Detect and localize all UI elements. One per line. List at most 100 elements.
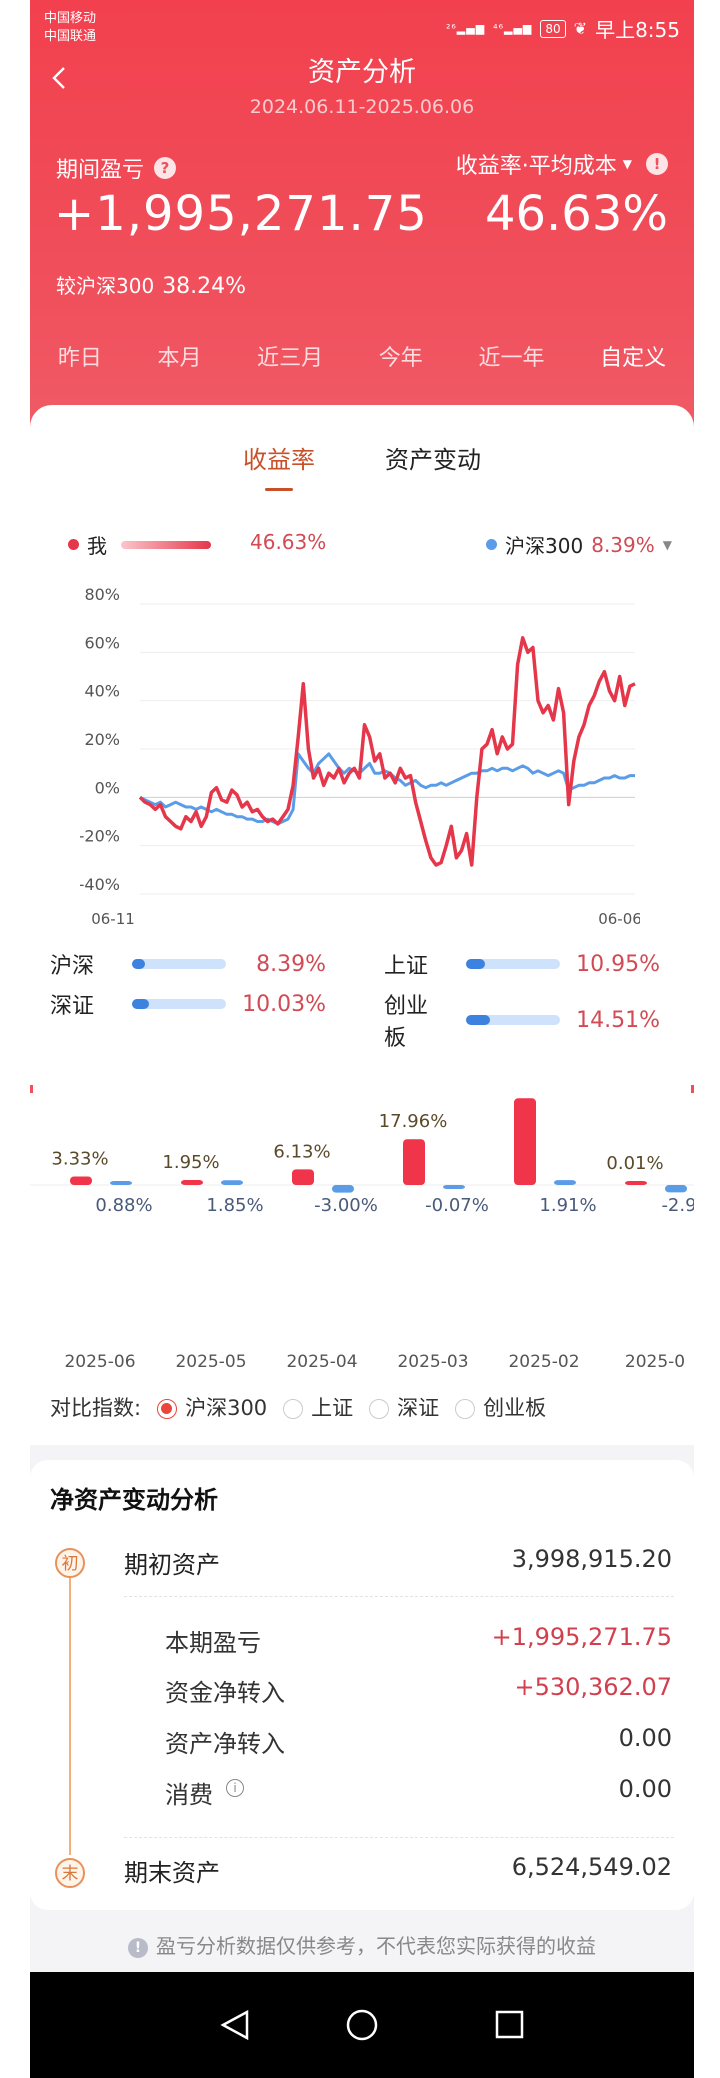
bar-index <box>554 1180 576 1185</box>
compare-label: 对比指数: <box>50 1396 142 1420</box>
legend-index-label: 沪深300 <box>505 534 584 558</box>
tab-asset-change[interactable]: 资产变动 <box>385 446 481 474</box>
return-line-chart: 80% 60% 40% 20% 0% -20% -40% 06-11 06-06 <box>80 588 640 928</box>
bar-me <box>70 1176 92 1185</box>
period-pl-text: 期间盈亏 <box>56 158 145 183</box>
compare-option-sh[interactable]: 上证 <box>283 1392 353 1422</box>
return-card <box>30 405 694 1445</box>
index-value: 10.95% <box>576 951 660 977</box>
bar-me <box>403 1139 425 1185</box>
y-tick-label: 40% <box>84 682 120 701</box>
x-category-label: 2025-0 <box>625 1352 685 1372</box>
system-nav-bar <box>30 1972 694 2078</box>
status-time: 早上8:55 <box>595 18 680 42</box>
bar-index-label: -0.07% <box>425 1195 489 1216</box>
x-category-label: 2025-06 <box>64 1352 135 1372</box>
summary-header: 中国移动 中国联通 ²⁶▂▄▆ ⁴⁶▂▄▆ 80 ❦ 早上8:55 资产分析 2… <box>30 0 694 430</box>
bar-index <box>332 1185 354 1193</box>
bar-me-label: 17.96% <box>379 1111 448 1132</box>
networth-card <box>30 1460 694 1910</box>
compare-option-hs300[interactable]: 沪深300 <box>157 1392 267 1422</box>
range-three-months[interactable]: 近三月 <box>257 346 324 371</box>
end-badge: 末 <box>55 1858 85 1888</box>
help-icon[interactable]: ? <box>154 157 177 179</box>
bar-me <box>625 1181 647 1185</box>
caret-down-icon: ▼ <box>622 157 632 171</box>
series-me-line <box>138 636 636 867</box>
bar-me <box>292 1169 314 1185</box>
alert-icon[interactable]: ! <box>646 153 668 175</box>
range-this-year[interactable]: 今年 <box>378 346 423 371</box>
index-name: 沪深 <box>50 954 95 979</box>
legend-index[interactable]: 沪深300 8.39% ▼ <box>486 530 672 559</box>
index-bar <box>466 959 560 969</box>
item-label: 资产净转入 <box>165 1730 285 1758</box>
start-assets-value: 3,998,915.20 <box>511 1545 672 1573</box>
compare-option-cyb[interactable]: 创业板 <box>455 1392 546 1422</box>
battery-icon: 80 <box>540 19 566 38</box>
period-pl-row: 本期盈亏 +1,995,271.75 <box>30 1623 694 1663</box>
legend-index-dot <box>486 539 498 550</box>
benchmark-compare-label: 较沪深300 <box>56 274 155 298</box>
index-bar <box>132 959 226 969</box>
bar-index <box>221 1180 243 1185</box>
monthly-return-chart: 3.33% 0.88% 2025-06 1.95% 1.85% 2025-05 6.13% -… <box>30 1085 694 1372</box>
tab-return-rate[interactable]: 收益率 <box>243 440 315 491</box>
return-rate-value: 46.63% <box>484 186 668 242</box>
item-label: 资金净转入 <box>165 1679 285 1707</box>
range-yesterday[interactable]: 昨日 <box>57 346 102 371</box>
index-name: 深证 <box>50 994 95 1019</box>
index-value: 8.39% <box>256 951 326 977</box>
radio-selected <box>157 1399 178 1419</box>
range-one-year[interactable]: 近一年 <box>478 346 545 371</box>
disclaimer-text: 盈亏分析数据仅供参考，不代表您实际获得的收益 <box>156 1934 596 1958</box>
compare-index-selector: 对比指数: 沪深300 上证 深证 创业板 <box>50 1392 546 1422</box>
range-custom[interactable]: 自定义 <box>600 346 667 371</box>
rate-method-selector[interactable]: 收益率·平均成本 ▼ ! <box>456 148 668 180</box>
legend-me-label: 我 <box>87 534 107 558</box>
status-carriers: 中国移动 中国联通 <box>44 10 96 46</box>
legend-me-value: 46.63% <box>250 530 327 554</box>
legend-index-value: 8.39% <box>591 532 655 557</box>
benchmark-compare-value: 38.24% <box>162 274 247 299</box>
index-bar <box>132 999 226 1009</box>
divider <box>124 1837 674 1838</box>
info-icon[interactable]: i <box>226 1779 244 1797</box>
chart-legend: 我 46.63% 沪深300 8.39% ▼ <box>30 530 694 560</box>
bar-index-label: 0.88% <box>95 1195 152 1216</box>
x-category-label: 2025-05 <box>175 1352 246 1372</box>
y-tick-label: -40% <box>80 875 120 894</box>
nav-buttons <box>220 2009 524 2041</box>
y-tick-label: 60% <box>84 633 120 652</box>
net-cash-in-row: 资金净转入 +530,362.07 <box>30 1673 694 1713</box>
compare-option-sz[interactable]: 深证 <box>369 1392 439 1422</box>
back-icon[interactable] <box>48 66 72 90</box>
x-tick-end: 06-06 <box>598 910 640 928</box>
y-tick-label: 20% <box>84 730 120 749</box>
start-badge: 初 <box>55 1548 85 1578</box>
bar-me-label: 0.01% <box>606 1153 663 1174</box>
legend-me-dot <box>68 539 79 550</box>
bar-index-label: 1.91% <box>539 1195 596 1216</box>
radio <box>283 1399 304 1419</box>
page-title: 资产分析 <box>308 57 416 88</box>
item-value: 0.00 <box>618 1724 672 1752</box>
status-bar-right: ²⁶▂▄▆ ⁴⁶▂▄▆ 80 ❦ 早上8:55 <box>446 14 680 43</box>
bar-me-label: 6.13% <box>273 1141 330 1162</box>
bar-me-label: 3.33% <box>51 1149 108 1170</box>
index-value: 14.51% <box>576 1007 660 1033</box>
range-this-month[interactable]: 本月 <box>157 346 202 371</box>
edge-mark <box>691 1085 694 1093</box>
start-assets-label: 期初资产 <box>124 1551 220 1579</box>
index-name: 上证 <box>384 954 429 979</box>
bar-index-label: -3.00% <box>314 1195 378 1216</box>
series-index-line <box>139 752 635 826</box>
bar-me <box>514 1098 536 1185</box>
item-label: 消费 <box>165 1781 213 1809</box>
caret-down-icon: ▼ <box>662 537 672 552</box>
consumption-row: 消费 0.00 <box>30 1775 694 1815</box>
index-row-hs: 沪深 8.39% <box>50 948 326 980</box>
divider <box>124 1596 674 1597</box>
period-pl-value: +1,995,271.75 <box>54 186 428 242</box>
x-category-label: 2025-02 <box>508 1352 579 1372</box>
